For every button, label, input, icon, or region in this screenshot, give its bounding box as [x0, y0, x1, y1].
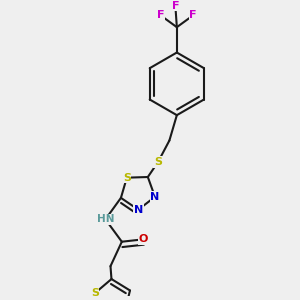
Text: F: F	[190, 10, 197, 20]
Text: S: S	[91, 288, 99, 298]
Text: F: F	[172, 1, 179, 11]
Text: O: O	[139, 234, 148, 244]
Text: S: S	[154, 157, 162, 167]
Text: F: F	[157, 10, 164, 20]
Text: N: N	[150, 192, 160, 202]
Text: S: S	[123, 173, 131, 183]
Text: N: N	[134, 205, 143, 215]
Text: HN: HN	[97, 214, 114, 224]
